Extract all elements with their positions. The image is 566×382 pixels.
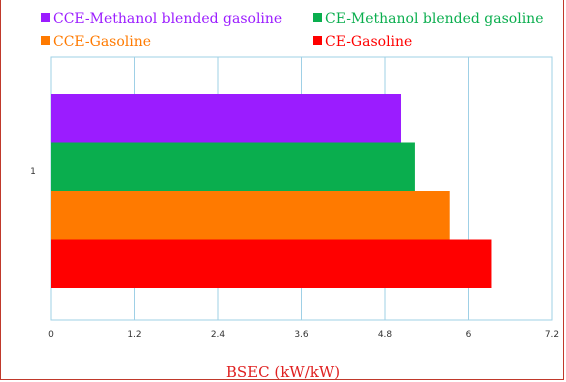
bar-cce-methanol-blended-gasoline xyxy=(51,94,402,143)
bar-ce-methanol-blended-gasoline xyxy=(51,142,415,191)
x-axis-label: BSEC (kW/kW) xyxy=(225,363,341,381)
legend-item: CCE-Gasoline xyxy=(41,34,151,50)
bar-cce-gasoline xyxy=(51,191,450,240)
x-tick-label: 0 xyxy=(48,330,54,340)
x-tick-label: 4.8 xyxy=(378,330,393,340)
y-category-label: 1 xyxy=(30,167,36,177)
legend-item: CCE-Methanol blended gasoline xyxy=(41,11,282,27)
bar-ce-gasoline xyxy=(51,239,492,288)
x-tick-label: 7.2 xyxy=(545,330,559,340)
legend-label: CCE-Gasoline xyxy=(53,34,152,50)
x-tick-label: 2.4 xyxy=(211,330,226,340)
legend-swatch xyxy=(313,13,322,22)
legend-label: CE-Methanol blended gasoline xyxy=(325,11,544,27)
x-tick-label: 1.2 xyxy=(127,330,141,340)
x-tick-label: 3.6 xyxy=(294,330,309,340)
legend-item: CE-Methanol blended gasoline xyxy=(313,11,543,27)
legend-label: CE-Gasoline xyxy=(325,34,413,50)
legend-swatch xyxy=(313,36,322,45)
legend-label: CCE-Methanol blended gasoline xyxy=(53,11,283,27)
legend-item: CE-Gasoline xyxy=(313,34,412,50)
x-tick-label: 6 xyxy=(466,330,472,340)
legend: CCE-Methanol blended gasoline CE-Methanol… xyxy=(0,0,566,56)
legend-swatch xyxy=(41,13,50,22)
legend-swatch xyxy=(41,36,50,45)
